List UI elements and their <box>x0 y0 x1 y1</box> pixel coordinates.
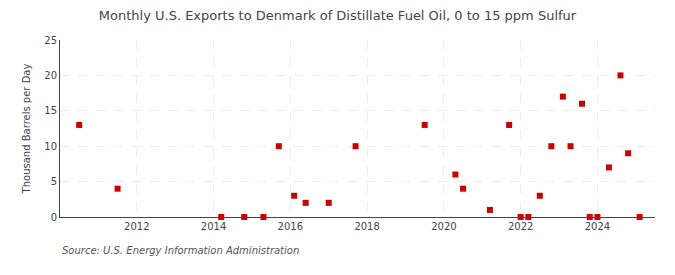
svg-text:20: 20 <box>44 70 57 81</box>
svg-text:2022: 2022 <box>508 221 533 232</box>
svg-text:5: 5 <box>51 176 57 187</box>
svg-text:10: 10 <box>44 141 57 152</box>
svg-text:Source: U.S. Energy Informatio: Source: U.S. Energy Information Administ… <box>62 245 299 256</box>
svg-text:2012: 2012 <box>124 221 149 232</box>
svg-text:25: 25 <box>44 35 57 46</box>
svg-text:Monthly U.S. Exports to Denmar: Monthly U.S. Exports to Denmark of Disti… <box>99 8 577 23</box>
svg-text:2020: 2020 <box>431 221 456 232</box>
svg-text:Thousand Barrels per Day: Thousand Barrels per Day <box>21 64 32 195</box>
svg-text:2018: 2018 <box>354 221 379 232</box>
svg-text:2024: 2024 <box>585 221 610 232</box>
svg-text:15: 15 <box>44 105 57 116</box>
svg-text:2016: 2016 <box>278 221 303 232</box>
svg-text:2014: 2014 <box>201 221 226 232</box>
svg-text:0: 0 <box>51 212 57 223</box>
